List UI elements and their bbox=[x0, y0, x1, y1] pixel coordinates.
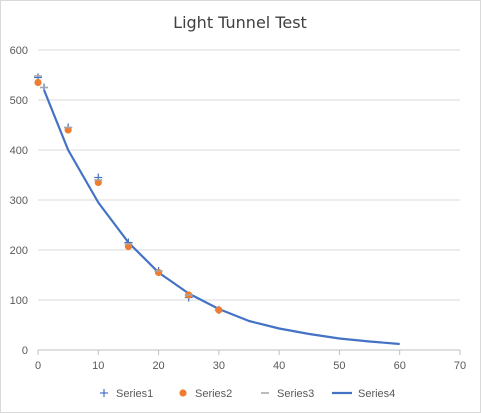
series-4 bbox=[43, 89, 400, 346]
x-tick-label: 60 bbox=[394, 360, 406, 372]
series-4-line bbox=[43, 89, 400, 346]
axes bbox=[37, 349, 461, 355]
legend-swatch bbox=[179, 389, 187, 397]
y-tick-label: 600 bbox=[10, 45, 28, 57]
x-tick-label: 70 bbox=[454, 360, 466, 372]
x-tick-label: 10 bbox=[92, 360, 104, 372]
legend-label: Series2 bbox=[195, 388, 232, 400]
y-tick-label: 400 bbox=[10, 145, 28, 157]
legend-label: Series4 bbox=[358, 388, 395, 400]
series-1 bbox=[34, 73, 223, 314]
legend-entry-3: Series3 bbox=[261, 388, 314, 400]
series-2-point bbox=[215, 306, 223, 314]
y-tick-label: 500 bbox=[10, 95, 28, 107]
x-tick-label: 30 bbox=[213, 360, 225, 372]
y-tick-label: 0 bbox=[22, 345, 28, 357]
legend: Series1 Series2 Series3 Series4 bbox=[100, 388, 395, 400]
legend-swatch bbox=[100, 389, 108, 397]
legend-label: Series1 bbox=[116, 388, 153, 400]
series-2 bbox=[34, 78, 223, 314]
legend-label: Series3 bbox=[277, 388, 314, 400]
series-2-point bbox=[34, 78, 42, 87]
series-3 bbox=[34, 75, 193, 296]
y-tick-label: 200 bbox=[10, 245, 28, 257]
x-tick-label: 0 bbox=[35, 360, 41, 372]
chart-title: Light Tunnel Test bbox=[173, 13, 307, 32]
x-tick-label: 50 bbox=[333, 360, 345, 372]
legend-entry-1: Series1 bbox=[100, 388, 153, 400]
x-tick-label: 20 bbox=[152, 360, 164, 372]
plot-area bbox=[34, 73, 400, 346]
y-tick-labels: 0 100 200 300 400 500 600 bbox=[10, 45, 28, 357]
series-2-point bbox=[154, 268, 163, 277]
y-tick-label: 100 bbox=[10, 295, 28, 307]
x-tick-labels: 0 10 20 30 40 50 60 70 bbox=[35, 360, 466, 372]
legend-entry-2: Series2 bbox=[179, 388, 232, 400]
x-tick-label: 40 bbox=[273, 360, 285, 372]
gridlines bbox=[38, 49, 460, 301]
legend-entry-4: Series4 bbox=[332, 388, 395, 400]
y-tick-label: 300 bbox=[10, 195, 28, 207]
